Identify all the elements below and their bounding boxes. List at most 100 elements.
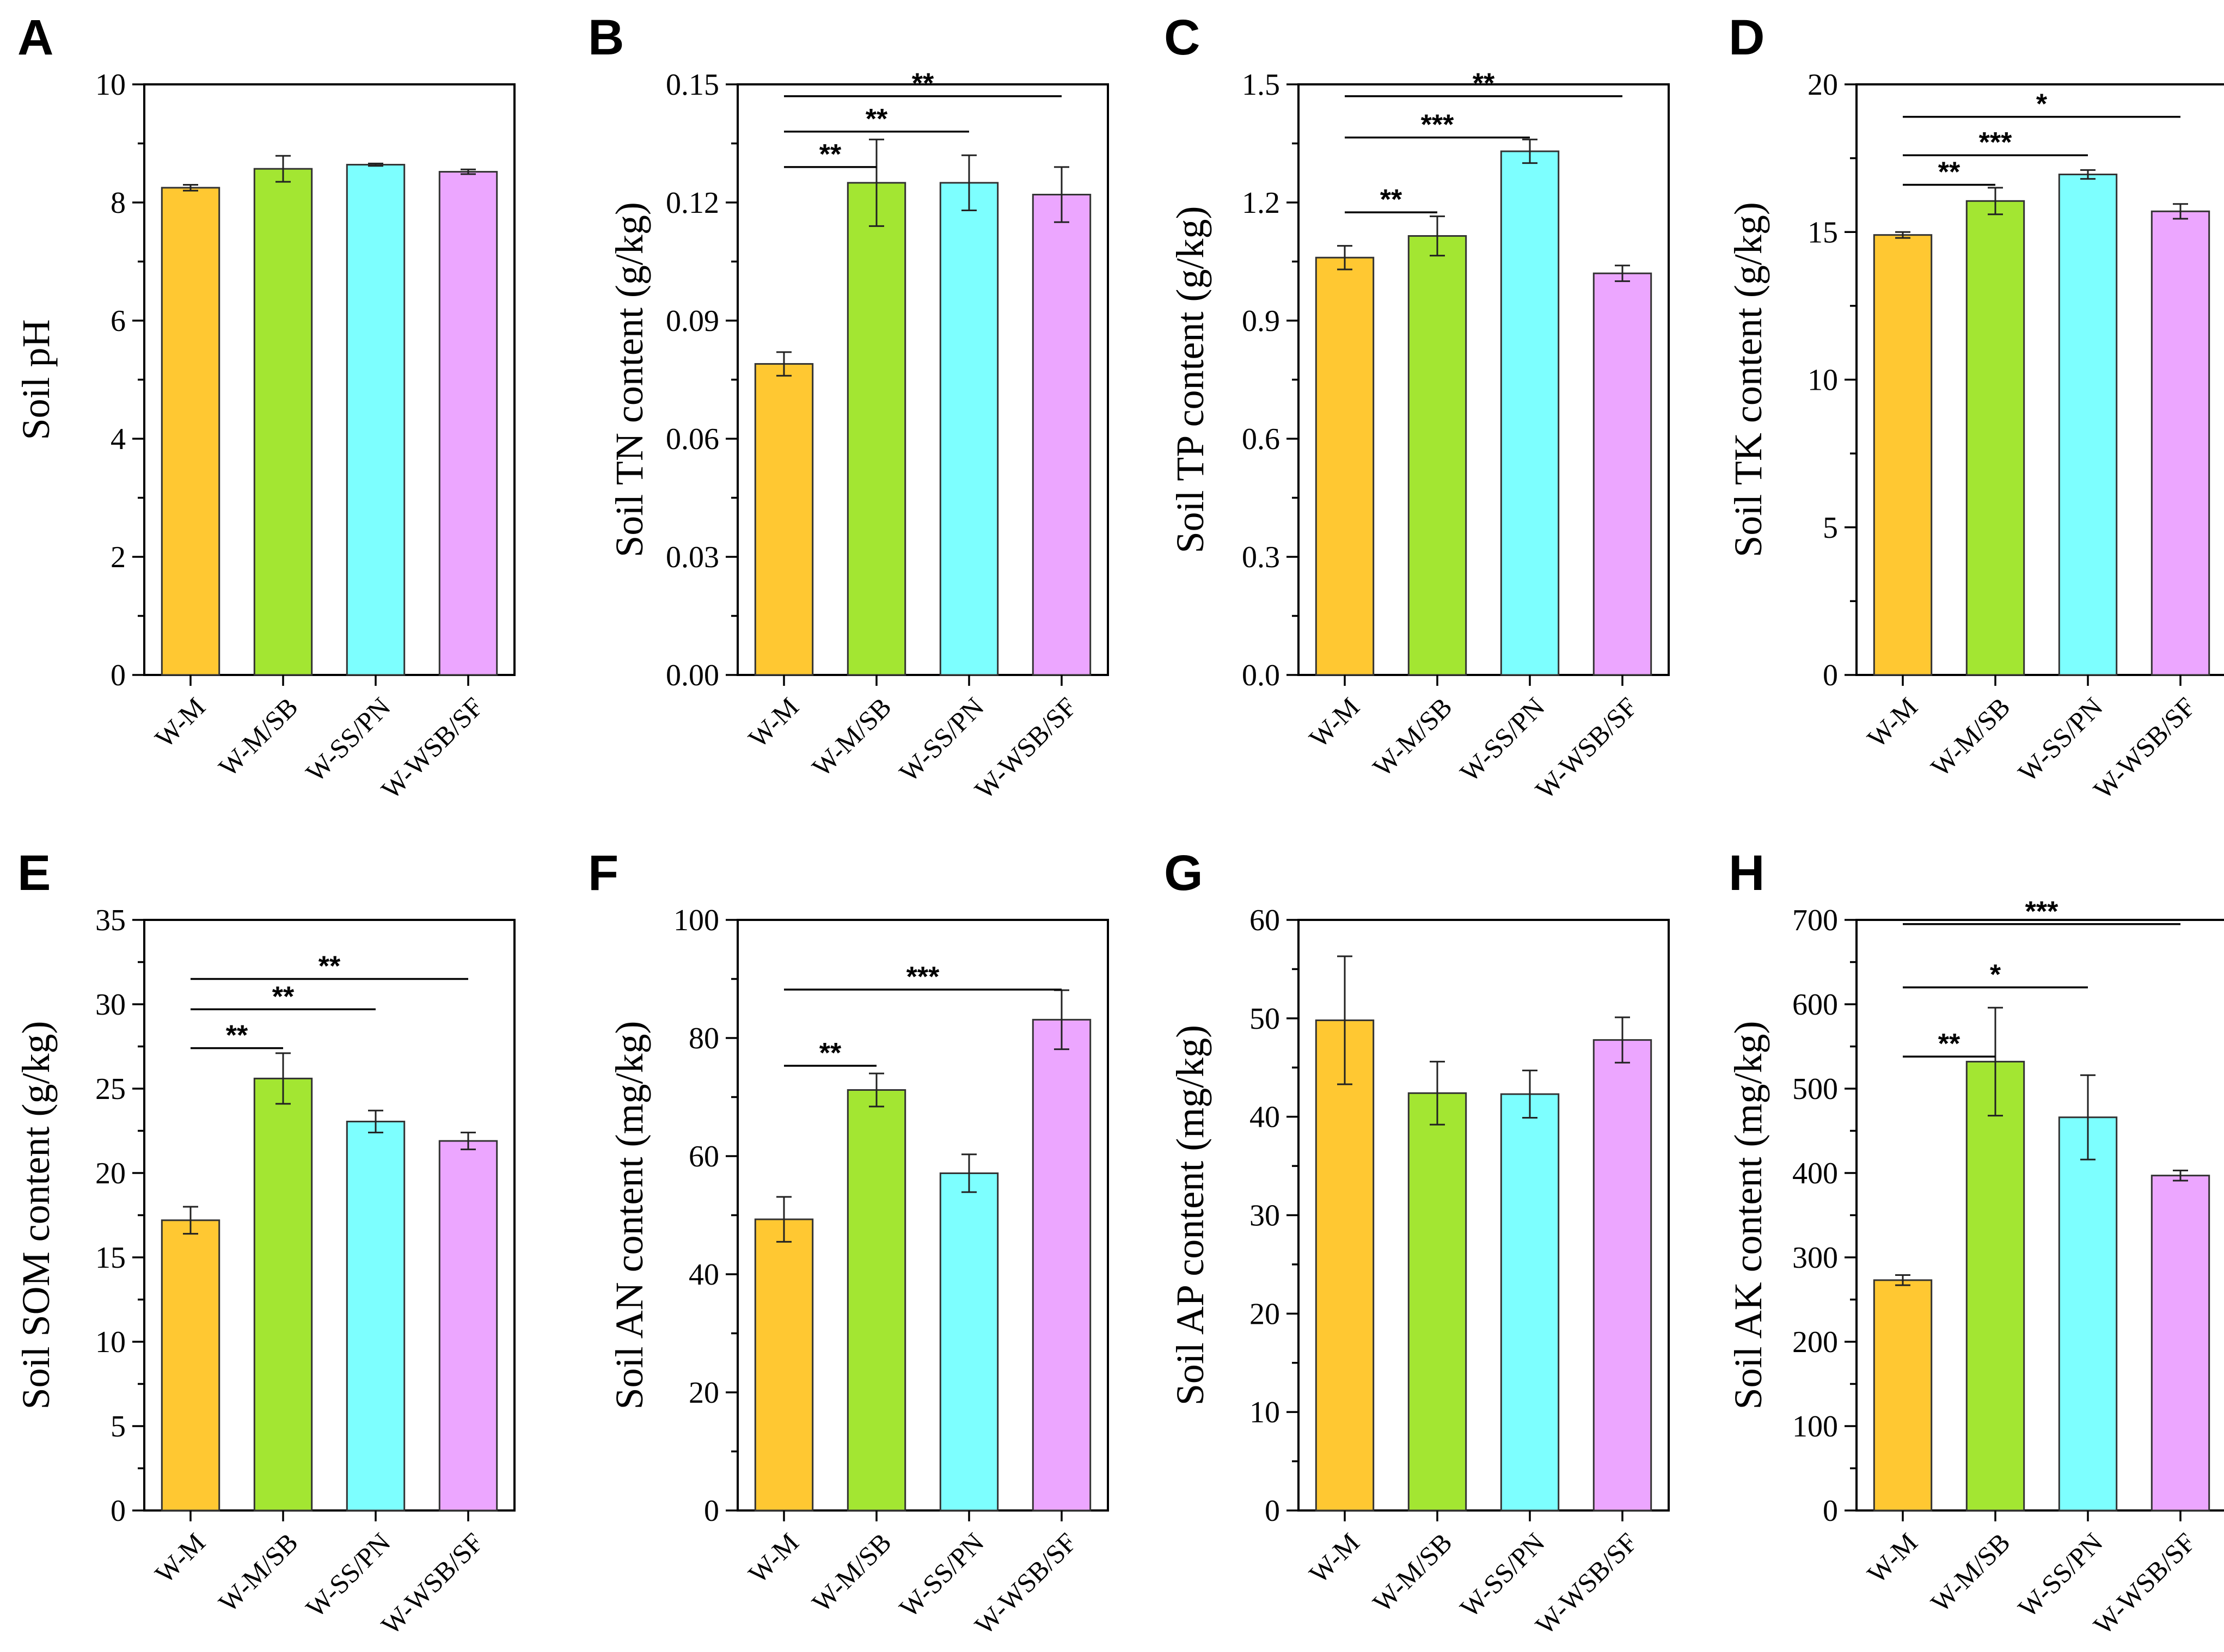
bar [2058, 173, 2118, 676]
y-tick-label: 100 [1792, 1410, 1838, 1444]
y-tick-label: 15 [1808, 216, 1838, 249]
x-tick-label: W-SS/PN [300, 1527, 396, 1623]
significance-label: ** [819, 139, 842, 170]
panel-g: G 0 10 20 30 40 50 60 Soil AP content (mg/kg) W-M… [1164, 845, 1670, 1641]
x-tick-label: W-SS/PN [893, 1527, 990, 1623]
x-tick-label: W-WSB/SF [1529, 1527, 1643, 1641]
y-tick-label: 50 [1249, 1002, 1280, 1036]
x-tick-label: W-WSB/SF [969, 1527, 1082, 1641]
y-tick-label: 0 [111, 659, 126, 692]
panel-letter: B [588, 10, 624, 65]
y-tick-label: 20 [95, 1157, 126, 1190]
bar [1407, 1092, 1467, 1512]
y-tick-label: 80 [689, 1022, 719, 1055]
bar [939, 182, 999, 676]
x-tick-label: W-M/SB [1925, 691, 2015, 782]
significance-label: *** [1979, 127, 2012, 158]
significance-label: * [1990, 959, 2001, 991]
x-tick-label: W-SS/PN [300, 691, 396, 788]
panel-b: B 0.00 0.03 0.06 0.09 0.12 0.15 Soil TN content… [588, 10, 1109, 805]
panel-letter: H [1729, 845, 1765, 901]
bar [2151, 1175, 2210, 1512]
y-tick-label: 300 [1792, 1241, 1838, 1275]
bar [939, 1172, 999, 1512]
x-tick-label: W-M [1861, 691, 1923, 753]
bar [754, 363, 814, 676]
bar [346, 164, 406, 676]
x-tick-label: W-M [149, 691, 211, 753]
x-tick-label: W-WSB/SF [969, 691, 1082, 805]
x-tick-label: W-SS/PN [893, 691, 990, 788]
y-tick-label: 200 [1792, 1325, 1838, 1359]
x-tick-label: W-M [743, 1527, 805, 1589]
y-tick-label: 35 [95, 904, 126, 937]
y-tick-label: 0.3 [1242, 541, 1280, 574]
y-tick-label: 0.0 [1242, 659, 1280, 692]
y-axis-label: Soil TP content (g/kg) [1168, 206, 1212, 554]
y-tick-label: 0 [1265, 1494, 1280, 1528]
bar [1873, 1279, 1933, 1512]
bar [1032, 194, 1092, 676]
bar [438, 1140, 498, 1512]
bar [847, 1089, 906, 1512]
significance-label: *** [2025, 896, 2058, 928]
y-tick-label: 40 [1249, 1101, 1280, 1134]
significance-label: ** [1938, 156, 1960, 188]
y-tick-label: 10 [95, 1325, 126, 1359]
bar [1500, 1093, 1560, 1512]
panel-letter: A [17, 10, 53, 65]
y-tick-label: 700 [1792, 904, 1838, 937]
significance-label: *** [906, 961, 940, 993]
bar [253, 168, 313, 676]
y-tick-label: 100 [673, 904, 719, 937]
significance-label: ** [272, 981, 295, 1012]
y-tick-label: 0 [1823, 1494, 1838, 1528]
y-tick-label: 0 [111, 1494, 126, 1528]
x-tick-label: W-M/SB [1367, 1527, 1457, 1618]
y-axis-label: Soil TK content (g/kg) [1726, 202, 1770, 557]
y-tick-label: 0.06 [666, 422, 719, 456]
bar [1032, 1018, 1092, 1512]
x-tick-label: W-M [743, 691, 805, 753]
panel-h: H 0 100 200 300 400 500 600 700 Soil AK content (… [1726, 845, 2224, 1641]
x-tick-label: W-SS/PN [1454, 691, 1551, 788]
bar [2058, 1116, 2118, 1512]
bar [161, 1219, 220, 1512]
y-tick-label: 40 [689, 1258, 719, 1292]
y-tick-label: 10 [95, 68, 126, 102]
y-tick-label: 0 [704, 1494, 719, 1528]
significance-label: ** [819, 1037, 842, 1069]
bar [1407, 235, 1467, 676]
x-tick-label: W-SS/PN [2012, 691, 2109, 788]
y-tick-label: 4 [111, 422, 126, 456]
y-tick-label: 20 [689, 1376, 719, 1410]
y-tick-label: 1.2 [1242, 186, 1280, 220]
panel-letter: G [1164, 845, 1203, 901]
panel-d: D 0 5 10 15 20 Soil TK content (g/kg) W-M W-M/SB… [1726, 10, 2224, 805]
y-axis-label: Soil SOM content (g/kg) [14, 1021, 58, 1410]
x-tick-label: W-WSB/SF [2087, 1527, 2201, 1641]
panel-c: C 0.0 0.3 0.6 0.9 1.2 1.5 Soil TP content (g/kg… [1164, 10, 1670, 805]
y-tick-label: 0.03 [666, 541, 719, 574]
x-tick-label: W-M/SB [1367, 691, 1457, 782]
x-tick-label: W-M/SB [806, 1527, 897, 1618]
significance-label: *** [1421, 109, 1454, 141]
significance-label: ** [866, 103, 888, 135]
y-tick-label: 0.15 [666, 68, 719, 102]
y-axis-label: Soil AN content (mg/kg) [608, 1021, 651, 1410]
bar [1315, 1019, 1375, 1512]
bar [253, 1077, 313, 1512]
x-tick-label: W-M [1861, 1527, 1923, 1589]
y-tick-label: 20 [1808, 68, 1838, 102]
y-tick-label: 0.12 [666, 186, 719, 220]
x-tick-label: W-M/SB [1925, 1527, 2015, 1618]
bar [2151, 210, 2210, 676]
y-tick-label: 6 [111, 304, 126, 338]
significance-label: ** [226, 1020, 248, 1052]
y-axis-label: Soil pH [14, 319, 58, 440]
y-tick-label: 60 [689, 1140, 719, 1174]
y-tick-label: 10 [1808, 364, 1838, 397]
bar [847, 182, 906, 676]
bar [1965, 200, 2025, 676]
panel-letter: D [1729, 10, 1765, 65]
